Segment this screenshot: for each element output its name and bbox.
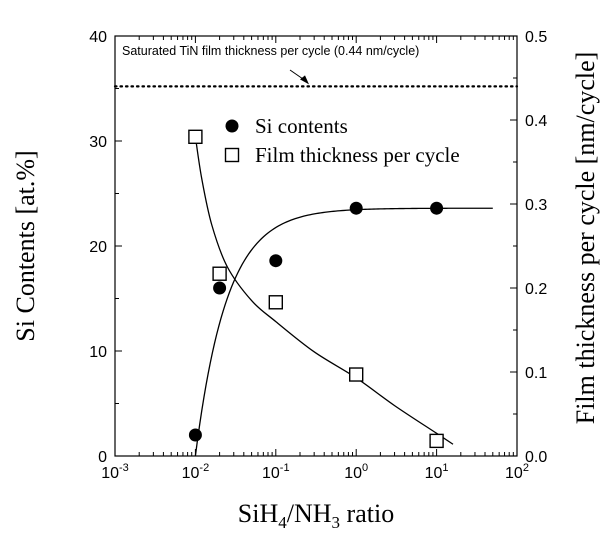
x-axis-label-part: SiH — [238, 499, 279, 528]
plot-frame — [114, 35, 518, 457]
y-axis-right-label: Film thickness per cycle [nm/cycle] — [571, 52, 600, 425]
legend-label-film-thickness: Film thickness per cycle — [255, 143, 460, 167]
x-axis-label-part: ratio — [340, 499, 394, 528]
y-right-tick-label: 0.4 — [525, 113, 547, 130]
y-axis-left-label: Si Contents [at.%] — [11, 150, 40, 341]
y-left-tick-label: 20 — [89, 239, 107, 256]
x-tick-label: 102 — [505, 462, 529, 482]
x-tick-label: 101 — [425, 462, 449, 482]
data-point-si-contents — [188, 428, 202, 442]
x-axis-label-subscript: 4 — [278, 513, 287, 532]
data-point-film-thickness — [349, 367, 364, 382]
x-tick-label: 10-2 — [182, 462, 210, 482]
reference-line-annotation: Saturated TiN film thickness per cycle (… — [122, 44, 419, 58]
y-left-tick-label: 40 — [89, 29, 107, 46]
x-axis-label-subscript: 3 — [332, 513, 341, 532]
x-tick-label: 100 — [344, 462, 368, 482]
data-point-film-thickness — [212, 266, 227, 281]
y-right-tick-label: 0.0 — [525, 449, 547, 466]
y-right-tick-label: 0.2 — [525, 281, 547, 298]
x-tick-label: 10-1 — [262, 462, 290, 482]
y-right-tick-label: 0.1 — [525, 365, 547, 382]
x-axis-label-part: /NH — [287, 499, 332, 528]
data-point-si-contents — [430, 201, 444, 215]
y-right-tick-label: 0.3 — [525, 197, 547, 214]
data-point-film-thickness — [188, 129, 203, 145]
legend-label-si-contents: Si contents — [255, 114, 348, 138]
y-right-tick-label: 0.5 — [525, 29, 547, 46]
data-point-film-thickness — [268, 295, 283, 310]
fit-curve-film-thickness — [194, 136, 454, 445]
y-left-tick-label: 30 — [89, 134, 107, 151]
fit-curve-si-contents — [194, 207, 493, 457]
data-point-si-contents — [269, 254, 283, 268]
legend-marker-si-contents — [225, 119, 239, 133]
x-axis-label: SiH4/NH3 ratio — [238, 499, 394, 532]
y-left-tick-label: 0 — [98, 449, 107, 466]
data-point-si-contents — [349, 201, 363, 215]
annotation-arrow-head — [300, 75, 309, 85]
y-left-tick-label: 10 — [89, 344, 107, 361]
x-tick-label: 10-3 — [101, 462, 129, 482]
data-point-film-thickness — [429, 433, 444, 449]
legend-marker-film-thickness — [224, 147, 240, 163]
data-point-si-contents — [213, 281, 227, 295]
